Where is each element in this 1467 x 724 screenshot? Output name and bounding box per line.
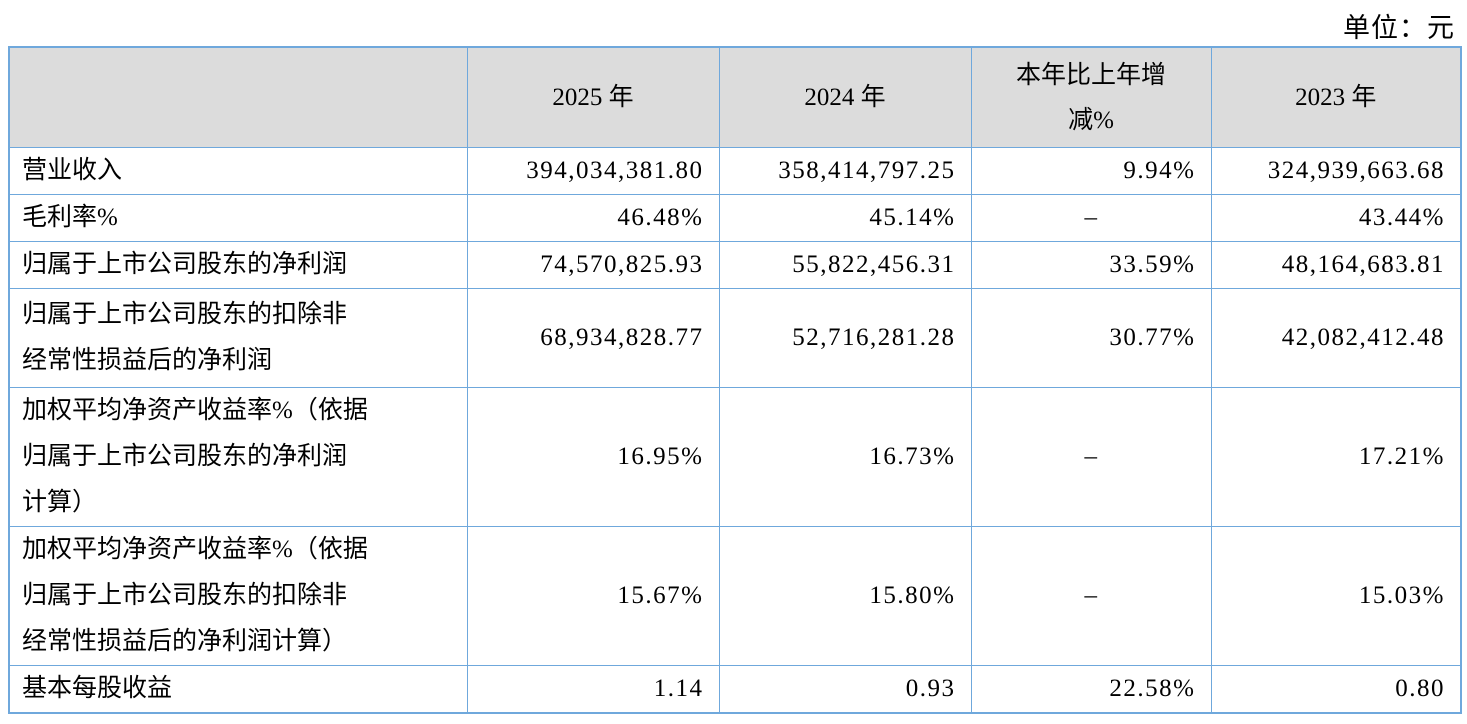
value-2023: 43.44% <box>1210 194 1462 242</box>
value-2025: 394,034,381.80 <box>466 147 720 195</box>
value-2024: 358,414,797.25 <box>718 147 972 195</box>
value-2025: 15.67% <box>466 526 720 666</box>
row-label: 营业收入 <box>8 147 468 195</box>
value-2024: 45.14% <box>718 194 972 242</box>
value-2025: 1.14 <box>466 665 720 714</box>
table-row-basic-eps: 基本每股收益 1.14 0.93 22.58% 0.80 <box>8 665 1462 714</box>
value-change: – <box>970 194 1212 242</box>
column-header-2024: 2024 年 <box>718 46 972 148</box>
column-header-change: 本年比上年增 减% <box>970 46 1212 148</box>
value-2024: 55,822,456.31 <box>718 241 972 289</box>
table-row-gross-margin: 毛利率% 46.48% 45.14% – 43.44% <box>8 194 1462 242</box>
value-2025: 68,934,828.77 <box>466 288 720 388</box>
row-label: 加权平均净资产收益率%（依据 归属于上市公司股东的净利润 计算） <box>8 387 468 527</box>
column-header-2025: 2025 年 <box>466 46 720 148</box>
value-change: 30.77% <box>970 288 1212 388</box>
financial-summary-table: 2025 年 2024 年 本年比上年增 减% 2023 年 营业收入 394,… <box>8 46 1462 714</box>
value-2024: 0.93 <box>718 665 972 714</box>
table-row-revenue: 营业收入 394,034,381.80 358,414,797.25 9.94%… <box>8 147 1462 195</box>
table-row-weighted-roe-deducted: 加权平均净资产收益率%（依据 归属于上市公司股东的扣除非 经常性损益后的净利润计… <box>8 526 1462 666</box>
value-2023: 42,082,412.48 <box>1210 288 1462 388</box>
value-2024: 15.80% <box>718 526 972 666</box>
header-row: 2025 年 2024 年 本年比上年增 减% 2023 年 <box>8 46 1462 148</box>
value-2025: 16.95% <box>466 387 720 527</box>
value-change: 9.94% <box>970 147 1212 195</box>
table-row-net-profit: 归属于上市公司股东的净利润 74,570,825.93 55,822,456.3… <box>8 241 1462 289</box>
value-2023: 48,164,683.81 <box>1210 241 1462 289</box>
value-2025: 74,570,825.93 <box>466 241 720 289</box>
row-label: 毛利率% <box>8 194 468 242</box>
value-change: 22.58% <box>970 665 1212 714</box>
unit-label: 单位：元 <box>1343 13 1455 43</box>
value-2023: 15.03% <box>1210 526 1462 666</box>
value-2024: 16.73% <box>718 387 972 527</box>
column-header-2023: 2023 年 <box>1210 46 1462 148</box>
row-label: 加权平均净资产收益率%（依据 归属于上市公司股东的扣除非 经常性损益后的净利润计… <box>8 526 468 666</box>
value-2024: 52,716,281.28 <box>718 288 972 388</box>
value-2023: 0.80 <box>1210 665 1462 714</box>
column-header-blank <box>8 46 468 148</box>
value-2025: 46.48% <box>466 194 720 242</box>
value-2023: 324,939,663.68 <box>1210 147 1462 195</box>
value-change: 33.59% <box>970 241 1212 289</box>
row-label: 归属于上市公司股东的净利润 <box>8 241 468 289</box>
row-label: 基本每股收益 <box>8 665 468 714</box>
row-label: 归属于上市公司股东的扣除非 经常性损益后的净利润 <box>8 288 468 388</box>
value-2023: 17.21% <box>1210 387 1462 527</box>
value-change: – <box>970 387 1212 527</box>
table-row-net-profit-deducted: 归属于上市公司股东的扣除非 经常性损益后的净利润 68,934,828.77 5… <box>8 288 1462 388</box>
value-change: – <box>970 526 1212 666</box>
table-row-weighted-roe: 加权平均净资产收益率%（依据 归属于上市公司股东的净利润 计算） 16.95% … <box>8 387 1462 527</box>
